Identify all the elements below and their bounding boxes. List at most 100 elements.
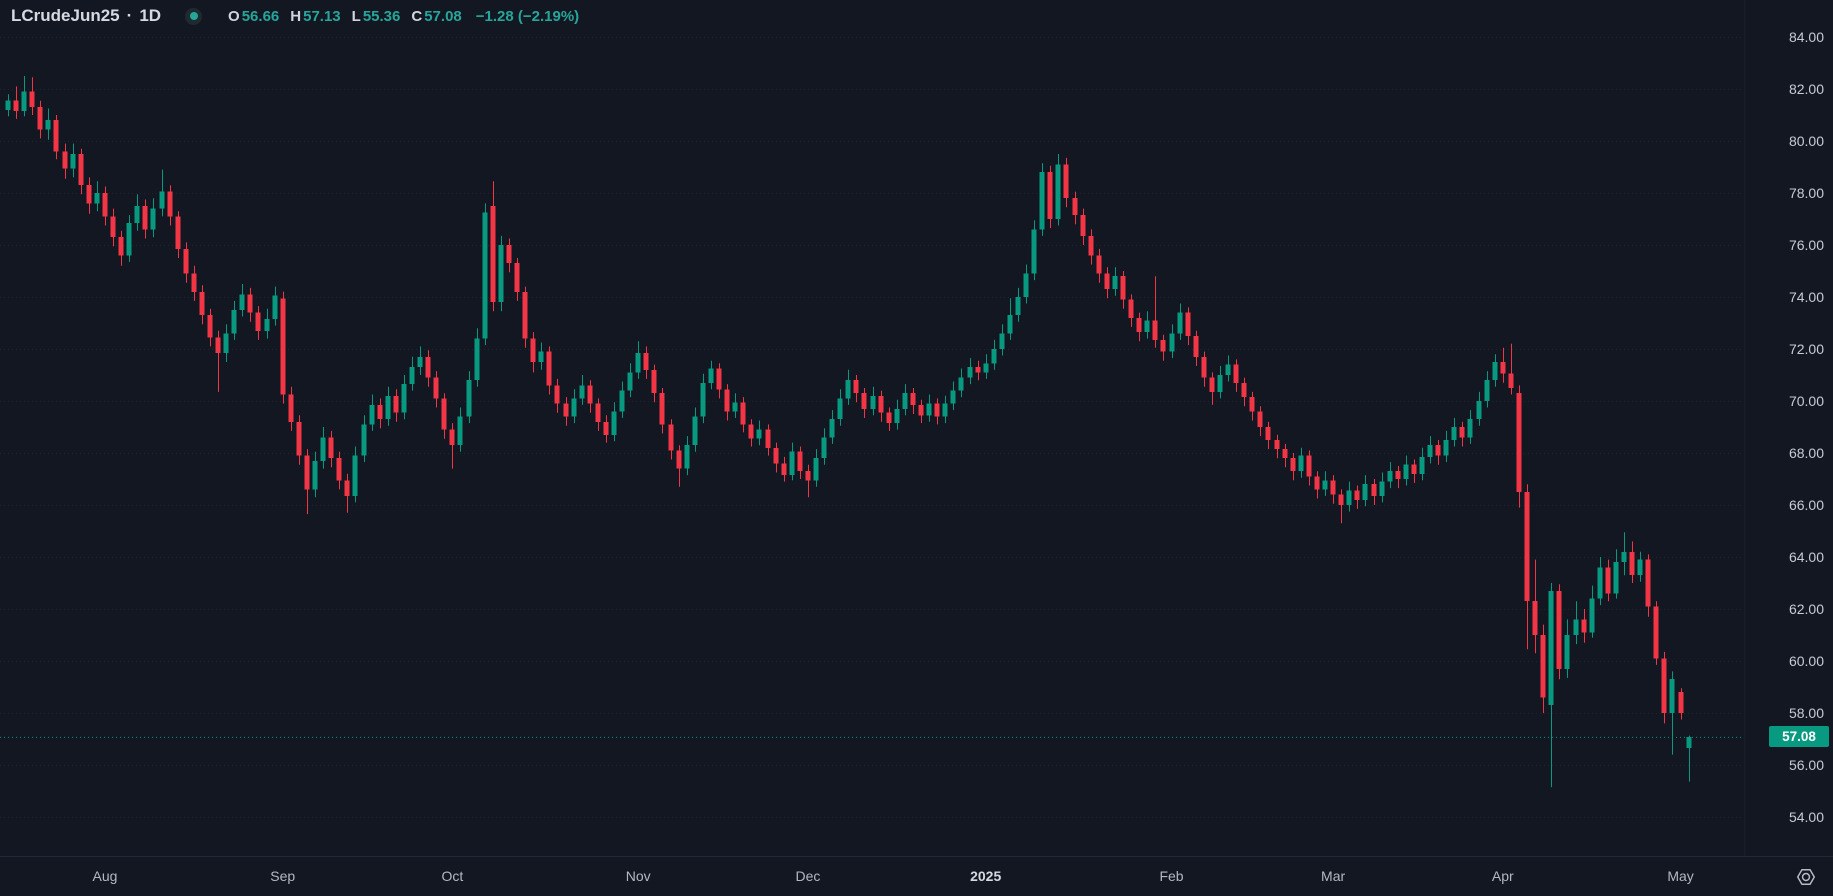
candle-body	[199, 291, 205, 316]
candle-body	[482, 212, 488, 339]
candle-body	[1225, 364, 1231, 375]
time-axis-label: 2025	[970, 868, 1002, 884]
candle-body	[142, 206, 148, 230]
candlestick-chart[interactable]	[0, 0, 1833, 856]
price-axis-label: 66.00	[1788, 497, 1824, 513]
candle-body	[175, 216, 181, 249]
candle-body	[1451, 427, 1457, 440]
hexagon-nut-icon	[1796, 869, 1816, 885]
candle-body	[975, 367, 981, 373]
candle-body	[918, 404, 924, 416]
candle-body	[1257, 411, 1263, 427]
candle-body	[1169, 333, 1175, 352]
candle-body	[239, 294, 245, 310]
candle-body	[409, 367, 415, 385]
candle-body	[167, 191, 173, 217]
candle-body	[1306, 455, 1312, 477]
candle-body	[1112, 276, 1118, 290]
candle-body	[1055, 164, 1061, 219]
price-axis-divider	[1744, 0, 1745, 856]
candle-body	[1581, 619, 1587, 633]
candle-body	[1063, 164, 1069, 199]
candle-body	[457, 416, 463, 446]
candle-body	[538, 351, 544, 362]
candle-body	[619, 390, 625, 412]
candle-body	[886, 412, 892, 424]
candle-body	[659, 393, 665, 425]
price-axis[interactable]: 84.00 82.00 80.00 78.00 76.00 74.00 72.00 70.00…	[1745, 0, 1833, 856]
candle-body	[611, 411, 617, 435]
candle-body	[425, 356, 431, 378]
candle-body	[78, 154, 84, 186]
high-value: H 57.13	[290, 7, 341, 25]
candle-body	[86, 185, 92, 204]
candle-body	[1088, 235, 1094, 256]
candle-body	[1427, 445, 1433, 457]
candle-body	[1072, 198, 1078, 216]
candle-body	[805, 471, 811, 481]
candle-body	[1039, 172, 1045, 230]
candle-body	[1379, 481, 1385, 496]
price-scale-settings-button[interactable]	[1795, 866, 1817, 888]
open-value: O 56.66	[228, 7, 280, 25]
candle-body	[829, 419, 835, 438]
candle-body	[1540, 635, 1546, 698]
candle-body	[861, 393, 867, 409]
candle-body	[288, 394, 294, 422]
candle-body	[999, 333, 1005, 349]
candle-body	[563, 403, 569, 417]
candle-body	[21, 91, 27, 112]
candle-body	[1144, 320, 1150, 333]
candle-body	[1249, 397, 1255, 412]
time-axis-label: Aug	[92, 868, 118, 884]
symbol-name: LCrudeJun25	[11, 6, 120, 25]
price-axis-label: 78.00	[1788, 185, 1824, 201]
candle-body	[595, 403, 601, 422]
price-axis-label: 56.00	[1788, 757, 1824, 773]
candle-body	[352, 455, 358, 496]
candle-body	[1459, 427, 1465, 438]
candle-body	[441, 398, 447, 430]
candle-body	[183, 248, 189, 274]
candle-body	[837, 398, 843, 420]
candle-body	[1613, 562, 1619, 594]
candle-body	[773, 447, 779, 464]
candle-body	[1241, 382, 1247, 398]
candle-body	[37, 107, 43, 130]
candle-body	[110, 216, 116, 238]
candle-body	[708, 368, 714, 383]
candle-body	[159, 191, 165, 209]
time-axis-label: Sep	[270, 868, 296, 884]
candle-body	[1120, 276, 1126, 300]
candle-body	[320, 437, 326, 461]
candle-body	[344, 480, 350, 496]
candle-body	[102, 193, 108, 217]
candle-body	[1621, 551, 1627, 563]
symbol-title[interactable]: LCrudeJun25 · 1D	[11, 6, 161, 26]
candle-body	[13, 100, 19, 112]
candle-body	[272, 295, 278, 320]
candle-body	[134, 206, 140, 223]
candle-body	[522, 291, 528, 339]
candle-body	[466, 380, 472, 417]
candle-body	[983, 363, 989, 373]
candle-body	[1678, 692, 1684, 713]
candle-body	[651, 369, 657, 394]
candle-body	[1516, 393, 1522, 492]
candle-body	[1007, 315, 1013, 334]
candle-body	[1500, 362, 1506, 374]
time-axis[interactable]: Aug Sep Oct Nov Dec 2025 Feb Mar Apr May	[0, 857, 1833, 896]
candle-body	[1233, 364, 1239, 383]
candle-body	[967, 367, 973, 378]
candle-body	[627, 372, 633, 391]
candle-body	[1573, 619, 1579, 635]
price-axis-label: 58.00	[1788, 705, 1824, 721]
candle-body	[1177, 312, 1183, 334]
time-axis-label: Oct	[441, 868, 464, 884]
candle-body	[304, 455, 310, 490]
candle-body	[692, 416, 698, 446]
candle-body	[215, 337, 221, 353]
candle-body	[336, 458, 342, 481]
candle-body	[789, 451, 795, 476]
market-status-icon[interactable]	[185, 7, 203, 25]
